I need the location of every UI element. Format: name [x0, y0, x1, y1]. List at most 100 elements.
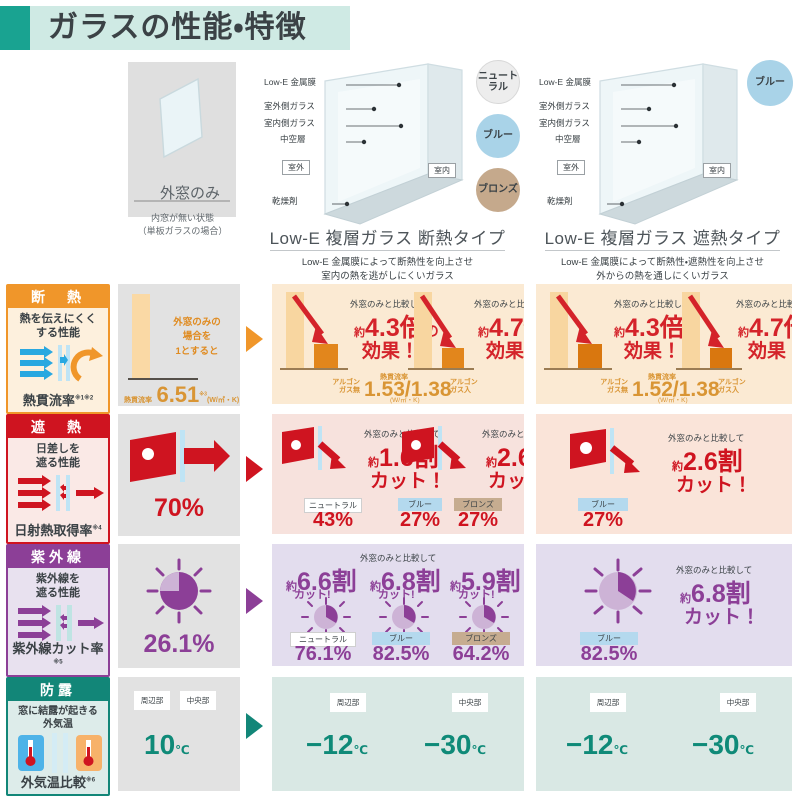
tempvalue-outer: 10℃ — [144, 729, 190, 761]
sun-through-glass-icon — [130, 430, 230, 482]
chip-shading-neutral: ニュートラル — [304, 498, 362, 513]
compare-note-shading-mid-2: 外窓のみと比較して — [482, 429, 524, 439]
metric-label-shading: 日射熱取得率 — [14, 523, 93, 538]
bar-outer-insulation — [132, 294, 150, 378]
factor-right-2-value: 4.7倍 — [749, 314, 792, 342]
metric-label-uv: 紫外線カット率 — [12, 641, 104, 656]
badge-blue-2-label: ブルー — [755, 77, 785, 89]
tempvalue-right-center: −30℃ — [692, 729, 754, 761]
tempbox-mid-edge: 周辺部 — [330, 693, 366, 712]
factor-uv-mid-1-value: 6.6割 — [297, 568, 357, 596]
factor-uv-mid-2: 約6.8割 — [370, 562, 441, 598]
panel-insulation-right: 外窓のみと比較して 約4.3倍の 効果！ 外窓のみと比較して 約4.7倍の 効果… — [536, 284, 792, 404]
tag-outdoor-2: 室外 — [557, 160, 585, 175]
factor-mid-1-prefix: 約 — [354, 327, 365, 339]
factor-shading-mid-1-prefix: 約 — [368, 457, 379, 469]
panel-condensation-mid: 周辺部 中央部 −12℃ −30℃ — [272, 677, 524, 791]
argon-tag-left-mid: アルゴン ガス無 — [324, 379, 360, 396]
uvalue-outer-unit: (W/㎡・K) — [206, 397, 240, 404]
badge-neutral: ニュートラル — [476, 60, 520, 104]
baseline-mid-1 — [280, 368, 348, 370]
uvalue-outer-number: 6.51 — [156, 382, 200, 406]
factor-uv-mid-2-prefix: 約 — [370, 581, 381, 593]
value-uv-neutral: 76.1% — [294, 643, 352, 665]
argon-tag-right-mid: アルゴン ガス入 — [450, 379, 478, 396]
tempbox-mid-center: 中央部 — [452, 693, 488, 712]
effect-right-1: 効果！ — [624, 341, 682, 362]
cut-shading-right: カット！ — [676, 475, 753, 496]
factor-uv-mid-3: 約5.9割 — [450, 562, 521, 598]
tempvalue-right-edge: −12℃ — [566, 729, 628, 761]
argon-left-mid-line2: ガス無 — [339, 387, 360, 395]
category-shading-sub-line2: 遮る性能 — [36, 457, 80, 470]
shading-product-desc: Low-E 金属膜によって断熱性・遮熱性を向上させ 外からの熱を通しにくいガラス — [525, 256, 800, 285]
factor-right-1-prefix: 約 — [614, 327, 625, 339]
factor-right-2-prefix: 約 — [738, 327, 749, 339]
factor-uv-mid-1-prefix: 約 — [286, 581, 297, 593]
chip-uv-neutral: ニュートラル — [290, 632, 356, 647]
value-shading-outer: 70% — [153, 494, 205, 522]
uvalue-outer-note: ※3 — [199, 391, 207, 398]
tempvalue-right-edge-number: −12 — [566, 729, 614, 760]
category-shading: 遮 熱 日差しを 遮る性能 — [6, 414, 110, 544]
uvalue-outer-insulation: 熱貫流率 6.51※3(W/㎡・K) — [124, 382, 239, 406]
value-shading-neutral: 43% — [312, 509, 354, 531]
tempvalue-mid-edge-unit: ℃ — [353, 743, 369, 757]
shading-title-divider — [545, 250, 780, 251]
bar-mid-tall-1 — [286, 292, 304, 368]
badge-blue-2: ブルー — [747, 60, 793, 106]
uvalue-right: 1.52/1.38 — [632, 378, 720, 401]
effect-right-2: 効果！ — [748, 341, 792, 362]
category-shading-metric: 日射熱取得率※4 — [8, 520, 108, 539]
badge-bronze-label: ブロンズ — [478, 184, 518, 196]
arrow-uv-1 — [246, 588, 263, 614]
badge-blue: ブルー — [476, 114, 520, 158]
effect-mid-2: 効果！ — [486, 341, 524, 362]
factor-right-1-value: 4.3倍 — [625, 314, 685, 342]
chip-uv-right-blue: ブルー — [580, 632, 638, 645]
factor-uv-mid-3-value: 5.9割 — [461, 568, 521, 596]
solar-block-icon — [8, 471, 108, 515]
tempbox-outer-edge: 周辺部 — [134, 691, 170, 710]
label-outdoor-glass-2: 室外側ガラス — [539, 101, 590, 111]
chip-shading-right-blue: ブルー — [578, 498, 628, 511]
sun-cut-icon-1 — [282, 426, 346, 470]
metric-label-right: 熱貫流率 — [648, 374, 676, 381]
down-arrow-icon-2 — [419, 294, 456, 348]
arrow-insulation-1 — [246, 326, 263, 352]
category-condensation: 防露 窓に結露が起きる 外気温 — [6, 677, 110, 796]
tempvalue-right-center-unit: ℃ — [739, 743, 755, 757]
metric-label-mid: 熱貫流率 — [380, 374, 408, 381]
factor-uv-mid-2-value: 6.8割 — [381, 568, 441, 596]
tempvalue-right-center-number: −30 — [692, 729, 740, 760]
page-header: ガラスの性能・特徴 — [0, 0, 800, 52]
insulation-product-title: Low-E 複層ガラス 断熱タイプ — [269, 229, 506, 248]
category-uv-title: 紫外線 — [8, 546, 108, 568]
compare-note-shading-right: 外窓のみと比較して — [668, 433, 745, 443]
factor-shading-right-value: 2.6割 — [683, 448, 743, 476]
effect-mid-1: 効果！ — [362, 341, 420, 362]
bar-right-short-1 — [578, 344, 602, 368]
compare-note-right-1: 外窓のみと比較して — [614, 299, 691, 309]
chip-uv-bronze: ブロンズ — [452, 632, 510, 645]
compare-note-mid-2: 外窓のみと比較して — [474, 299, 524, 309]
chip-shading-bronze: ブロンズ — [454, 498, 502, 511]
factor-uv-mid-3-prefix: 約 — [450, 581, 461, 593]
product-header-row: 外窓のみ 内窓が無い状態 （単板ガラスの場合） — [0, 52, 800, 282]
row-condensation: 防露 窓に結露が起きる 外気温 — [0, 673, 800, 800]
note-outer-line2: 場合を — [182, 331, 212, 343]
factor-uv-right-value: 6.8割 — [691, 580, 751, 608]
tempvalue-outer-unit: ℃ — [175, 743, 190, 757]
factor-mid-2-prefix: 約 — [478, 327, 489, 339]
label-indoor-glass-2: 室内側ガラス — [539, 118, 590, 128]
cut-uv-mid-2: カット! — [378, 589, 415, 601]
shading-product-title: Low-E 複層ガラス 遮熱タイプ — [544, 229, 781, 248]
bar-mid-short-1 — [314, 344, 338, 368]
thermometer-icon — [8, 731, 108, 775]
label-air-gap: 中空層 — [280, 134, 306, 144]
label-lowe-film-2: Low-E 金属膜 — [539, 77, 591, 87]
category-insulation-sub-line2: する性能 — [36, 327, 80, 340]
factor-shading-right-prefix: 約 — [672, 461, 683, 473]
label-outdoor-glass: 室外側ガラス — [264, 101, 315, 111]
